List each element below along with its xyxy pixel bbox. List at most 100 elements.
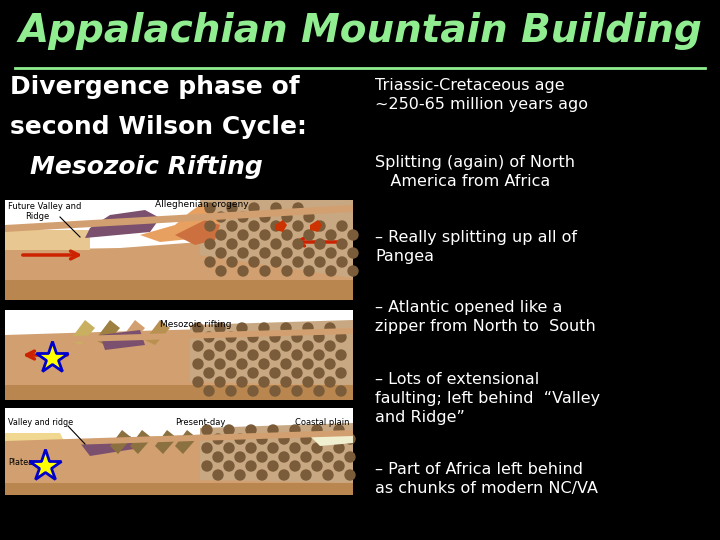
Text: Valley and ridge: Valley and ridge xyxy=(8,418,73,427)
Polygon shape xyxy=(175,220,220,245)
Circle shape xyxy=(270,350,280,360)
Circle shape xyxy=(315,239,325,249)
Circle shape xyxy=(314,350,324,360)
Circle shape xyxy=(345,470,355,480)
Circle shape xyxy=(226,332,236,342)
Circle shape xyxy=(271,221,281,231)
Circle shape xyxy=(202,443,212,453)
Polygon shape xyxy=(155,430,177,454)
Circle shape xyxy=(216,212,226,222)
Circle shape xyxy=(325,341,335,351)
Circle shape xyxy=(226,368,236,378)
Circle shape xyxy=(224,425,234,435)
Circle shape xyxy=(246,461,256,471)
Circle shape xyxy=(336,350,346,360)
Polygon shape xyxy=(310,433,353,446)
Circle shape xyxy=(293,257,303,267)
Circle shape xyxy=(337,239,347,249)
Circle shape xyxy=(326,266,336,276)
Circle shape xyxy=(226,386,236,396)
Polygon shape xyxy=(5,205,353,232)
Polygon shape xyxy=(120,320,145,345)
Circle shape xyxy=(237,341,247,351)
Circle shape xyxy=(260,212,270,222)
Circle shape xyxy=(270,386,280,396)
Circle shape xyxy=(257,452,267,462)
Circle shape xyxy=(249,203,259,213)
Circle shape xyxy=(293,221,303,231)
Circle shape xyxy=(315,221,325,231)
Circle shape xyxy=(237,377,247,387)
Circle shape xyxy=(348,248,358,258)
Polygon shape xyxy=(95,320,120,345)
Circle shape xyxy=(204,368,214,378)
Polygon shape xyxy=(100,330,145,350)
Polygon shape xyxy=(5,328,353,344)
Circle shape xyxy=(326,230,336,240)
Circle shape xyxy=(348,230,358,240)
Circle shape xyxy=(216,266,226,276)
Circle shape xyxy=(204,350,214,360)
Circle shape xyxy=(303,359,313,369)
Circle shape xyxy=(303,341,313,351)
Circle shape xyxy=(268,461,278,471)
Text: Ridge: Ridge xyxy=(25,212,49,221)
Circle shape xyxy=(237,359,247,369)
Circle shape xyxy=(205,221,215,231)
Circle shape xyxy=(281,359,291,369)
Circle shape xyxy=(325,323,335,333)
Polygon shape xyxy=(85,210,160,238)
Text: Mesozoic Rifting: Mesozoic Rifting xyxy=(30,155,263,179)
Text: Alleghenian orogeny: Alleghenian orogeny xyxy=(155,200,248,209)
Circle shape xyxy=(238,212,248,222)
Circle shape xyxy=(292,350,302,360)
Circle shape xyxy=(193,359,203,369)
Circle shape xyxy=(257,434,267,444)
Circle shape xyxy=(260,230,270,240)
Circle shape xyxy=(323,434,333,444)
Circle shape xyxy=(227,239,237,249)
Circle shape xyxy=(227,257,237,267)
Text: Divergence phase of: Divergence phase of xyxy=(10,75,300,99)
Circle shape xyxy=(312,443,322,453)
Polygon shape xyxy=(5,238,353,280)
Circle shape xyxy=(315,257,325,267)
Circle shape xyxy=(345,452,355,462)
Circle shape xyxy=(323,452,333,462)
Circle shape xyxy=(259,377,269,387)
Polygon shape xyxy=(200,200,353,278)
Polygon shape xyxy=(275,220,287,232)
Circle shape xyxy=(260,248,270,258)
Circle shape xyxy=(271,257,281,267)
Circle shape xyxy=(213,470,223,480)
Circle shape xyxy=(292,386,302,396)
Circle shape xyxy=(202,425,212,435)
Circle shape xyxy=(314,332,324,342)
Circle shape xyxy=(334,443,344,453)
Circle shape xyxy=(271,239,281,249)
Circle shape xyxy=(293,239,303,249)
Circle shape xyxy=(249,257,259,267)
Circle shape xyxy=(249,221,259,231)
Circle shape xyxy=(279,452,289,462)
Circle shape xyxy=(270,368,280,378)
Circle shape xyxy=(325,377,335,387)
Text: Splitting (again) of North
   America from Africa: Splitting (again) of North America from … xyxy=(375,155,575,189)
Polygon shape xyxy=(5,325,353,385)
Circle shape xyxy=(292,368,302,378)
Text: Present-day: Present-day xyxy=(175,418,225,427)
Bar xyxy=(5,200,353,300)
Text: Triassic-Cretaceous age
~250-65 million years ago: Triassic-Cretaceous age ~250-65 million … xyxy=(375,78,588,112)
Circle shape xyxy=(215,323,225,333)
Circle shape xyxy=(248,350,258,360)
Circle shape xyxy=(282,248,292,258)
Circle shape xyxy=(303,323,313,333)
Circle shape xyxy=(259,341,269,351)
Circle shape xyxy=(304,212,314,222)
Circle shape xyxy=(205,239,215,249)
Circle shape xyxy=(334,425,344,435)
Circle shape xyxy=(257,470,267,480)
Circle shape xyxy=(281,323,291,333)
Circle shape xyxy=(238,230,248,240)
Polygon shape xyxy=(310,220,322,232)
